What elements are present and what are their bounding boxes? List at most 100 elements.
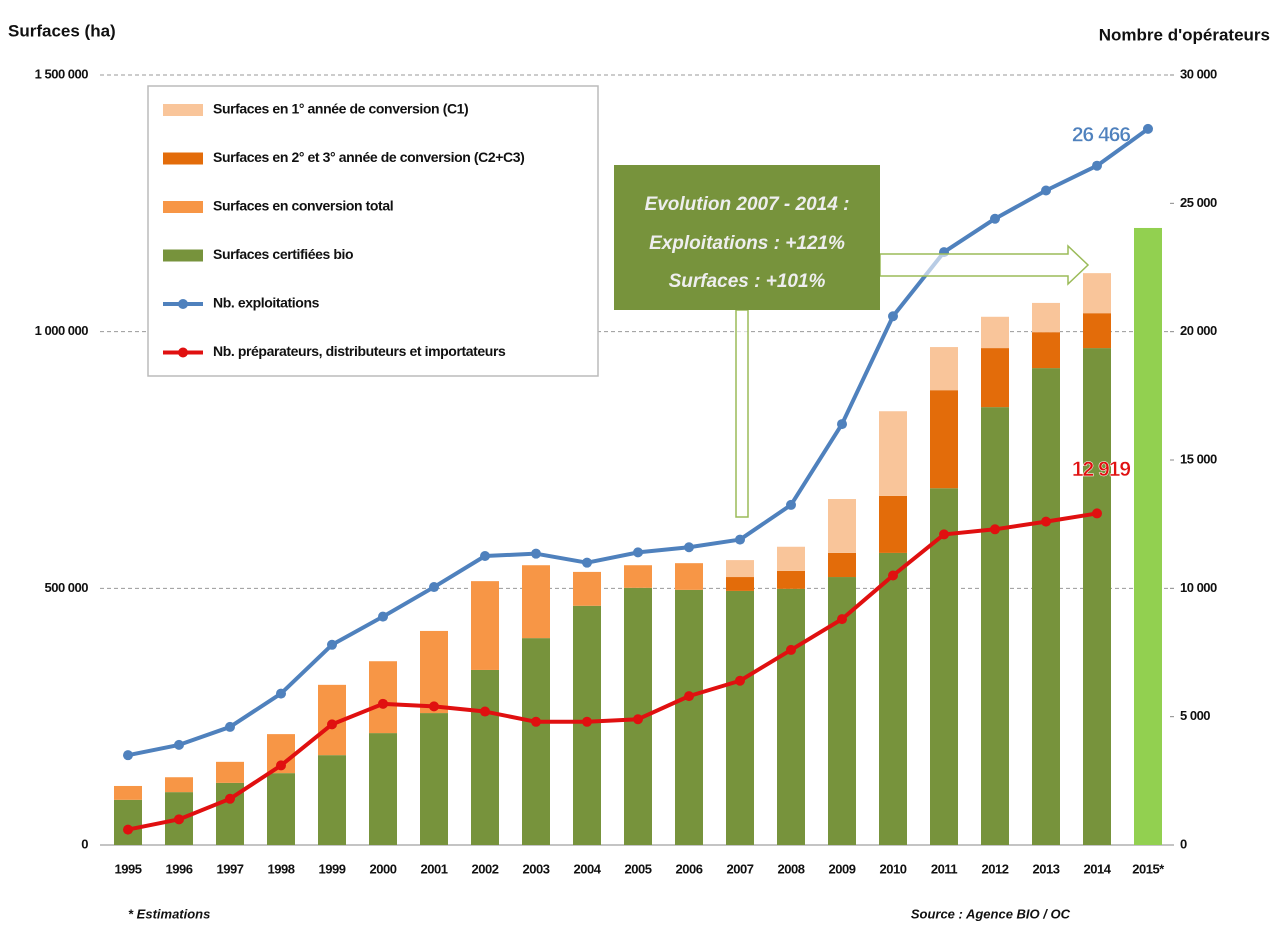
bar (165, 777, 193, 793)
bar (1083, 313, 1111, 349)
bar (777, 588, 805, 845)
legend-label: Nb. préparateurs, distributeurs et impor… (213, 343, 506, 359)
bar (981, 316, 1009, 349)
line-point (123, 750, 133, 761)
annotation: Exploitations : +121% (649, 233, 845, 254)
legend-label: Surfaces en conversion total (213, 198, 393, 214)
line-point (837, 419, 847, 430)
x-tick-label: 2004 (574, 861, 602, 876)
bar (114, 799, 142, 845)
bar (828, 552, 856, 578)
line-point (1092, 160, 1102, 171)
legend-label: Nb. exploitations (213, 295, 320, 311)
line-point (684, 691, 694, 702)
bar (930, 347, 958, 391)
source: Source : Agence BIO / OC (911, 906, 1071, 921)
y-tick-label: 0 (81, 836, 88, 851)
x-tick-label: 2015* (1132, 861, 1165, 876)
x-tick-label: 2009 (829, 861, 856, 876)
bar (726, 590, 754, 845)
x-tick-label: 2008 (778, 861, 805, 876)
bar (1032, 332, 1060, 369)
bar (777, 546, 805, 571)
arrow-right (879, 244, 1090, 286)
line-point (327, 639, 337, 650)
x-tick-label: 2005 (625, 861, 652, 876)
x-tick-label: 1996 (166, 861, 193, 876)
bar (1083, 348, 1111, 845)
line-point (990, 213, 1000, 224)
line-point (582, 716, 592, 727)
legend-swatch (163, 249, 203, 262)
line-point (1041, 516, 1051, 527)
bar (879, 495, 907, 553)
x-tick-label: 2001 (421, 861, 448, 876)
bar (420, 713, 448, 845)
legend-label: Surfaces en 2° et 3° année de conversion… (213, 149, 524, 165)
legend-swatch (163, 201, 203, 213)
bar (216, 761, 244, 783)
x-tick-label: 1995 (115, 861, 142, 876)
bar (522, 638, 550, 845)
line-point (939, 529, 949, 540)
x-tick-label: 2014 (1084, 861, 1112, 876)
bar (879, 411, 907, 496)
bar (522, 565, 550, 639)
line-point (174, 739, 184, 750)
bar (114, 785, 142, 800)
bar (930, 390, 958, 489)
line-point (480, 550, 490, 561)
line-point (276, 760, 286, 771)
annotation: Evolution 2007 - 2014 : (645, 194, 850, 215)
bar (777, 570, 805, 589)
bar (624, 565, 652, 588)
y-tick-label: 1 500 000 (35, 66, 89, 81)
bar (726, 560, 754, 578)
legend-marker (178, 299, 188, 309)
legend-swatch (163, 152, 203, 165)
overlay: Evolution 2007 - 2014 : Exploitations : … (147, 85, 1132, 518)
bar (471, 581, 499, 670)
x-tick-label: 1998 (268, 861, 295, 876)
legend-swatch (163, 104, 203, 116)
line-point (123, 824, 133, 835)
line-point (633, 547, 643, 558)
y2-tick-label: 10 000 (1180, 580, 1217, 595)
x-tick-label: 1997 (217, 861, 244, 876)
bar (726, 577, 754, 591)
line-point (225, 721, 235, 732)
bar (369, 661, 397, 734)
y-axis-label: Surfaces (ha) (8, 21, 116, 40)
line-point (276, 688, 286, 699)
bar (981, 407, 1009, 845)
line-point (786, 499, 796, 510)
value-label: 12 919 (1072, 458, 1131, 481)
line-point (378, 611, 388, 622)
line-point (582, 557, 592, 568)
y2-tick-label: 0 (1180, 836, 1187, 851)
line (127, 511, 1098, 832)
x-tick-label: 2012 (982, 861, 1009, 876)
line-point (684, 542, 694, 553)
bar (828, 499, 856, 553)
bar (318, 755, 346, 845)
bar (1032, 368, 1060, 845)
x-tick-label: 1999 (319, 861, 346, 876)
bar (1134, 227, 1162, 845)
line-point (786, 644, 796, 655)
x-tick-label: 2002 (472, 861, 499, 876)
x-tick-label: 2013 (1033, 861, 1060, 876)
annotation: Surfaces : +101% (669, 271, 826, 292)
y2-tick-label: 15 000 (1180, 451, 1217, 466)
y2-tick-label: 20 000 (1180, 323, 1217, 338)
line-point (735, 675, 745, 686)
x-tick-label: 2006 (676, 861, 703, 876)
legend-label: Surfaces en 1° année de conversion (C1) (213, 101, 468, 117)
line-point (888, 570, 898, 581)
legend-label: Surfaces certifiées bio (213, 246, 353, 262)
arrow-down (735, 309, 749, 518)
line-point (327, 719, 337, 730)
bar (1083, 273, 1111, 314)
line-point (531, 716, 541, 727)
x-tick-label: 2000 (370, 861, 397, 876)
